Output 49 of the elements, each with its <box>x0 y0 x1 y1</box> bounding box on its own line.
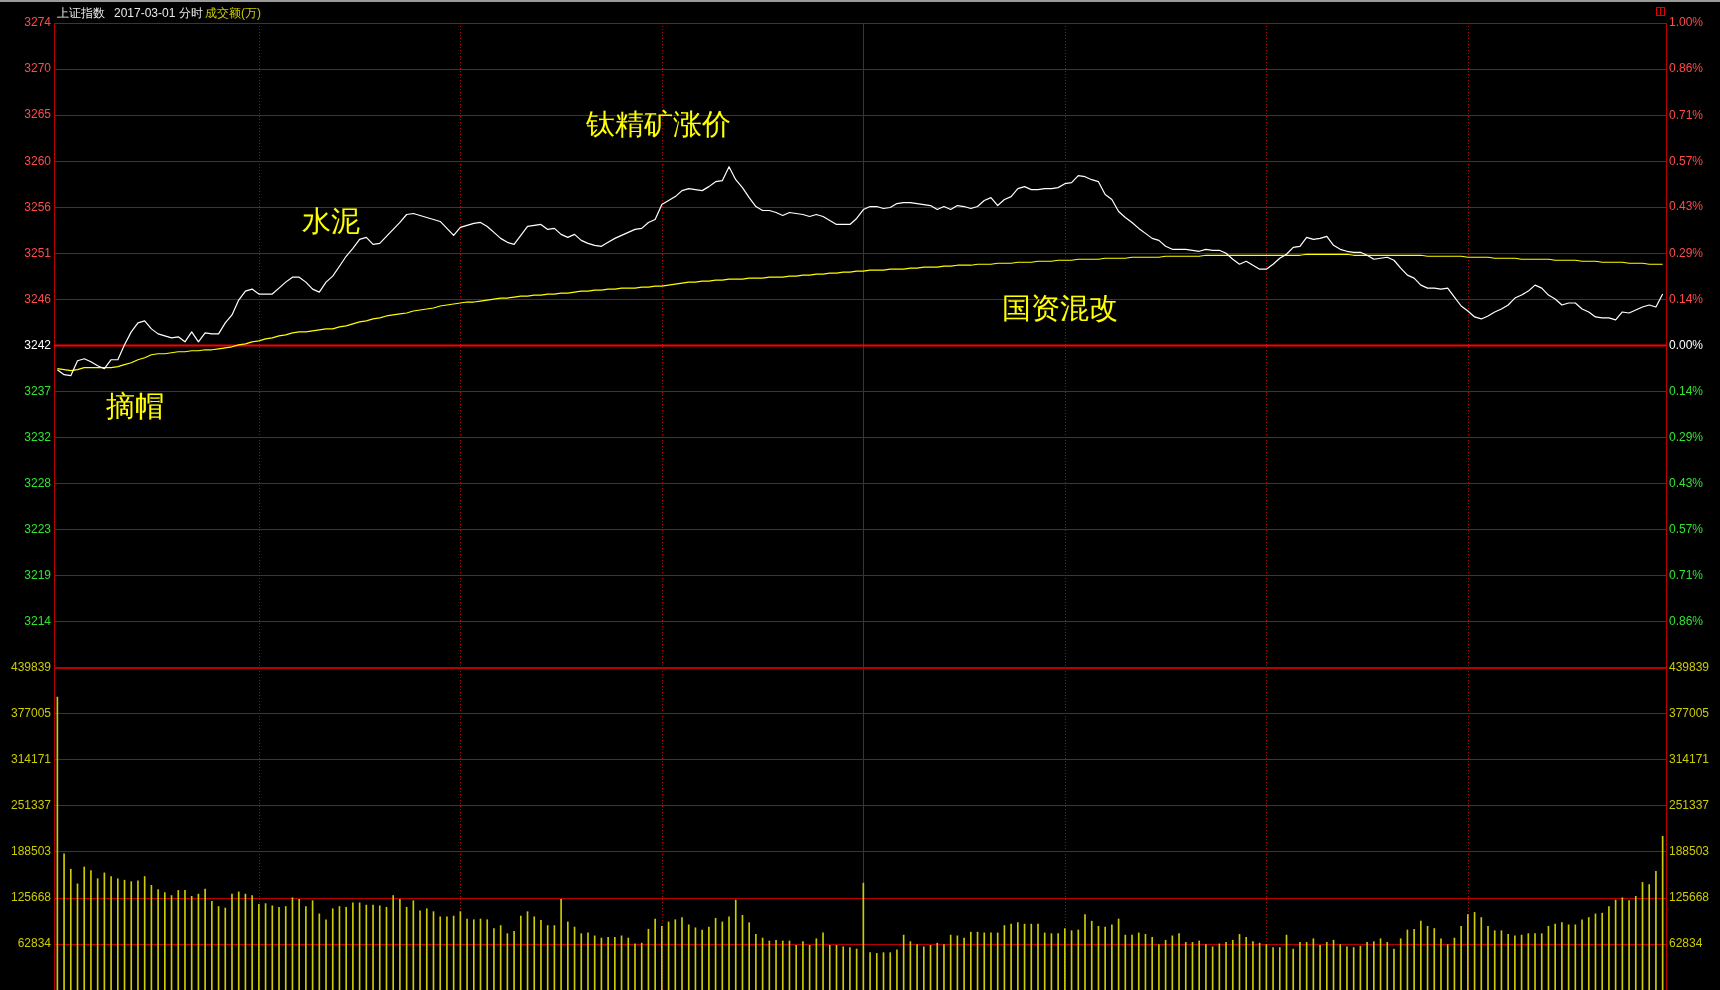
y2-tick-label: 0.14% <box>1669 383 1704 398</box>
y2-tick-label: 125668 <box>1669 890 1710 905</box>
y2-tick-label: 0.29% <box>1669 245 1704 260</box>
annotation: 国资混改 <box>1001 291 1118 326</box>
y-tick-label: 3242 <box>24 337 52 352</box>
y-tick-label: 3260 <box>24 153 52 168</box>
y2-tick-label: 0.43% <box>1669 199 1704 214</box>
y-tick-label: 188503 <box>10 844 52 859</box>
chart-subtitle: 2017-03-01 分时 <box>114 5 203 22</box>
annotation: 钛精矿涨价 <box>585 107 731 142</box>
y-tick-label: 3237 <box>24 383 52 398</box>
y-tick-label: 377005 <box>10 706 52 721</box>
chart-title: 上证指数 <box>57 5 105 22</box>
y-tick-label: 3214 <box>24 614 52 629</box>
y-tick-label: 3265 <box>24 107 52 122</box>
y2-tick-label: 62834 <box>1669 936 1703 951</box>
y2-tick-label: 0.57% <box>1669 153 1704 168</box>
annotation: 摘帽 <box>105 389 164 424</box>
y-tick-label: 251337 <box>10 798 52 813</box>
y2-tick-label: 0.86% <box>1669 61 1704 76</box>
y-tick-label: 439839 <box>10 660 52 675</box>
y2-tick-label: 377005 <box>1669 706 1710 721</box>
y-tick-label: 3274 <box>24 15 52 30</box>
y2-tick-label: 188503 <box>1669 844 1710 859</box>
annotation: 水泥 <box>302 204 361 239</box>
y-tick-label: 3223 <box>24 522 52 537</box>
y2-tick-label: 0.86% <box>1669 614 1704 629</box>
y-tick-label: 3219 <box>24 568 52 583</box>
y-tick-label: 3270 <box>24 61 52 76</box>
y2-tick-label: 0.57% <box>1669 521 1704 536</box>
y-tick-label: 125668 <box>10 890 52 905</box>
y2-tick-label: 0.71% <box>1669 107 1704 122</box>
y-tick-label: 3246 <box>24 291 52 306</box>
y2-tick-label: 0.00% <box>1669 337 1704 352</box>
y2-tick-label: 0.14% <box>1669 291 1704 306</box>
y-tick-label: 3251 <box>24 245 52 260</box>
y-tick-label: 314171 <box>10 752 52 767</box>
y2-tick-label: 314171 <box>1669 752 1710 767</box>
y-tick-label: 3228 <box>24 475 52 490</box>
y-tick-label: 62834 <box>17 936 52 951</box>
y2-tick-label: 0.29% <box>1669 430 1704 445</box>
y2-tick-label: 0.43% <box>1669 476 1704 491</box>
y2-tick-label: 0.71% <box>1669 568 1704 583</box>
y2-tick-label: 439839 <box>1669 660 1710 675</box>
y2-tick-label: 251337 <box>1669 798 1710 813</box>
text: 成交额(万) <box>205 5 261 22</box>
y2-tick-label: 1.00% <box>1669 15 1704 30</box>
y-tick-label: 3232 <box>24 429 52 444</box>
y-tick-label: 3256 <box>24 199 52 214</box>
